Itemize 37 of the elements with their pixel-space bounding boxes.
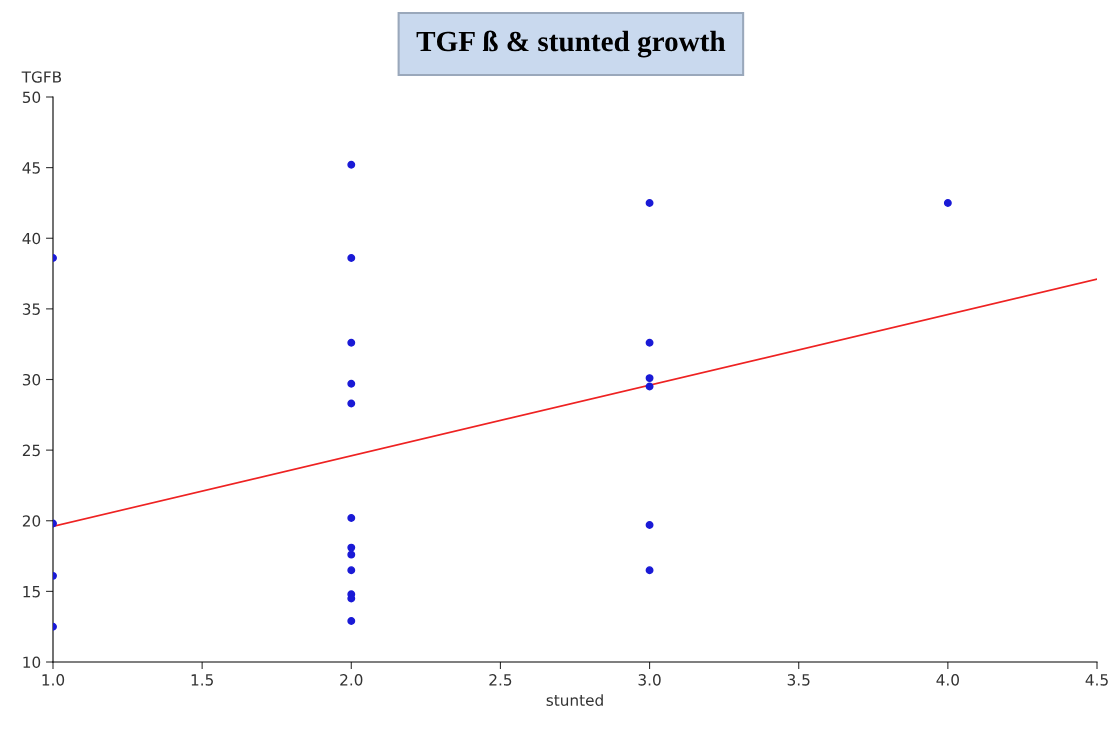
point: [347, 379, 356, 388]
x-tick-label: 2.0: [340, 674, 363, 686]
chart-title: TGF ß & stunted growth: [416, 30, 726, 58]
x-tick-label: 4.0: [936, 674, 959, 686]
point: [347, 617, 356, 625]
y-tick-label: 15: [23, 586, 40, 598]
point: [645, 382, 654, 391]
y-tick-label: 25: [22, 444, 40, 457]
y-tick-label: 10: [23, 656, 41, 669]
point: [645, 566, 654, 575]
y-tick-label: 20: [22, 515, 41, 527]
point: [347, 338, 356, 347]
y-tick-label: 30: [22, 373, 41, 386]
y-tick-label: 50: [22, 91, 41, 104]
point: [347, 550, 356, 559]
point: [943, 198, 952, 207]
point: [645, 521, 654, 529]
y-axis-title: TGFB: [21, 71, 62, 83]
x-tick-label: 1.5: [191, 674, 213, 686]
point: [645, 374, 654, 383]
point: [347, 566, 356, 575]
x-axis-title: stunted: [546, 694, 603, 706]
x-tick-label: 1.0: [42, 674, 65, 686]
x-tick-label: 3.5: [787, 674, 810, 686]
y-tick-label: 35: [22, 303, 40, 315]
x-tick-label: 3.0: [638, 674, 661, 686]
point: [347, 513, 356, 522]
point: [347, 399, 356, 408]
y-tick-label: 45: [22, 162, 40, 174]
point: [347, 254, 356, 262]
point: [347, 160, 356, 169]
point: [347, 543, 356, 552]
x-tick-label: 2.5: [489, 674, 512, 686]
y-tick-label: 40: [22, 232, 41, 245]
x-tick-label: 4.5: [1085, 674, 1108, 686]
point: [645, 338, 654, 347]
point: [645, 198, 654, 207]
